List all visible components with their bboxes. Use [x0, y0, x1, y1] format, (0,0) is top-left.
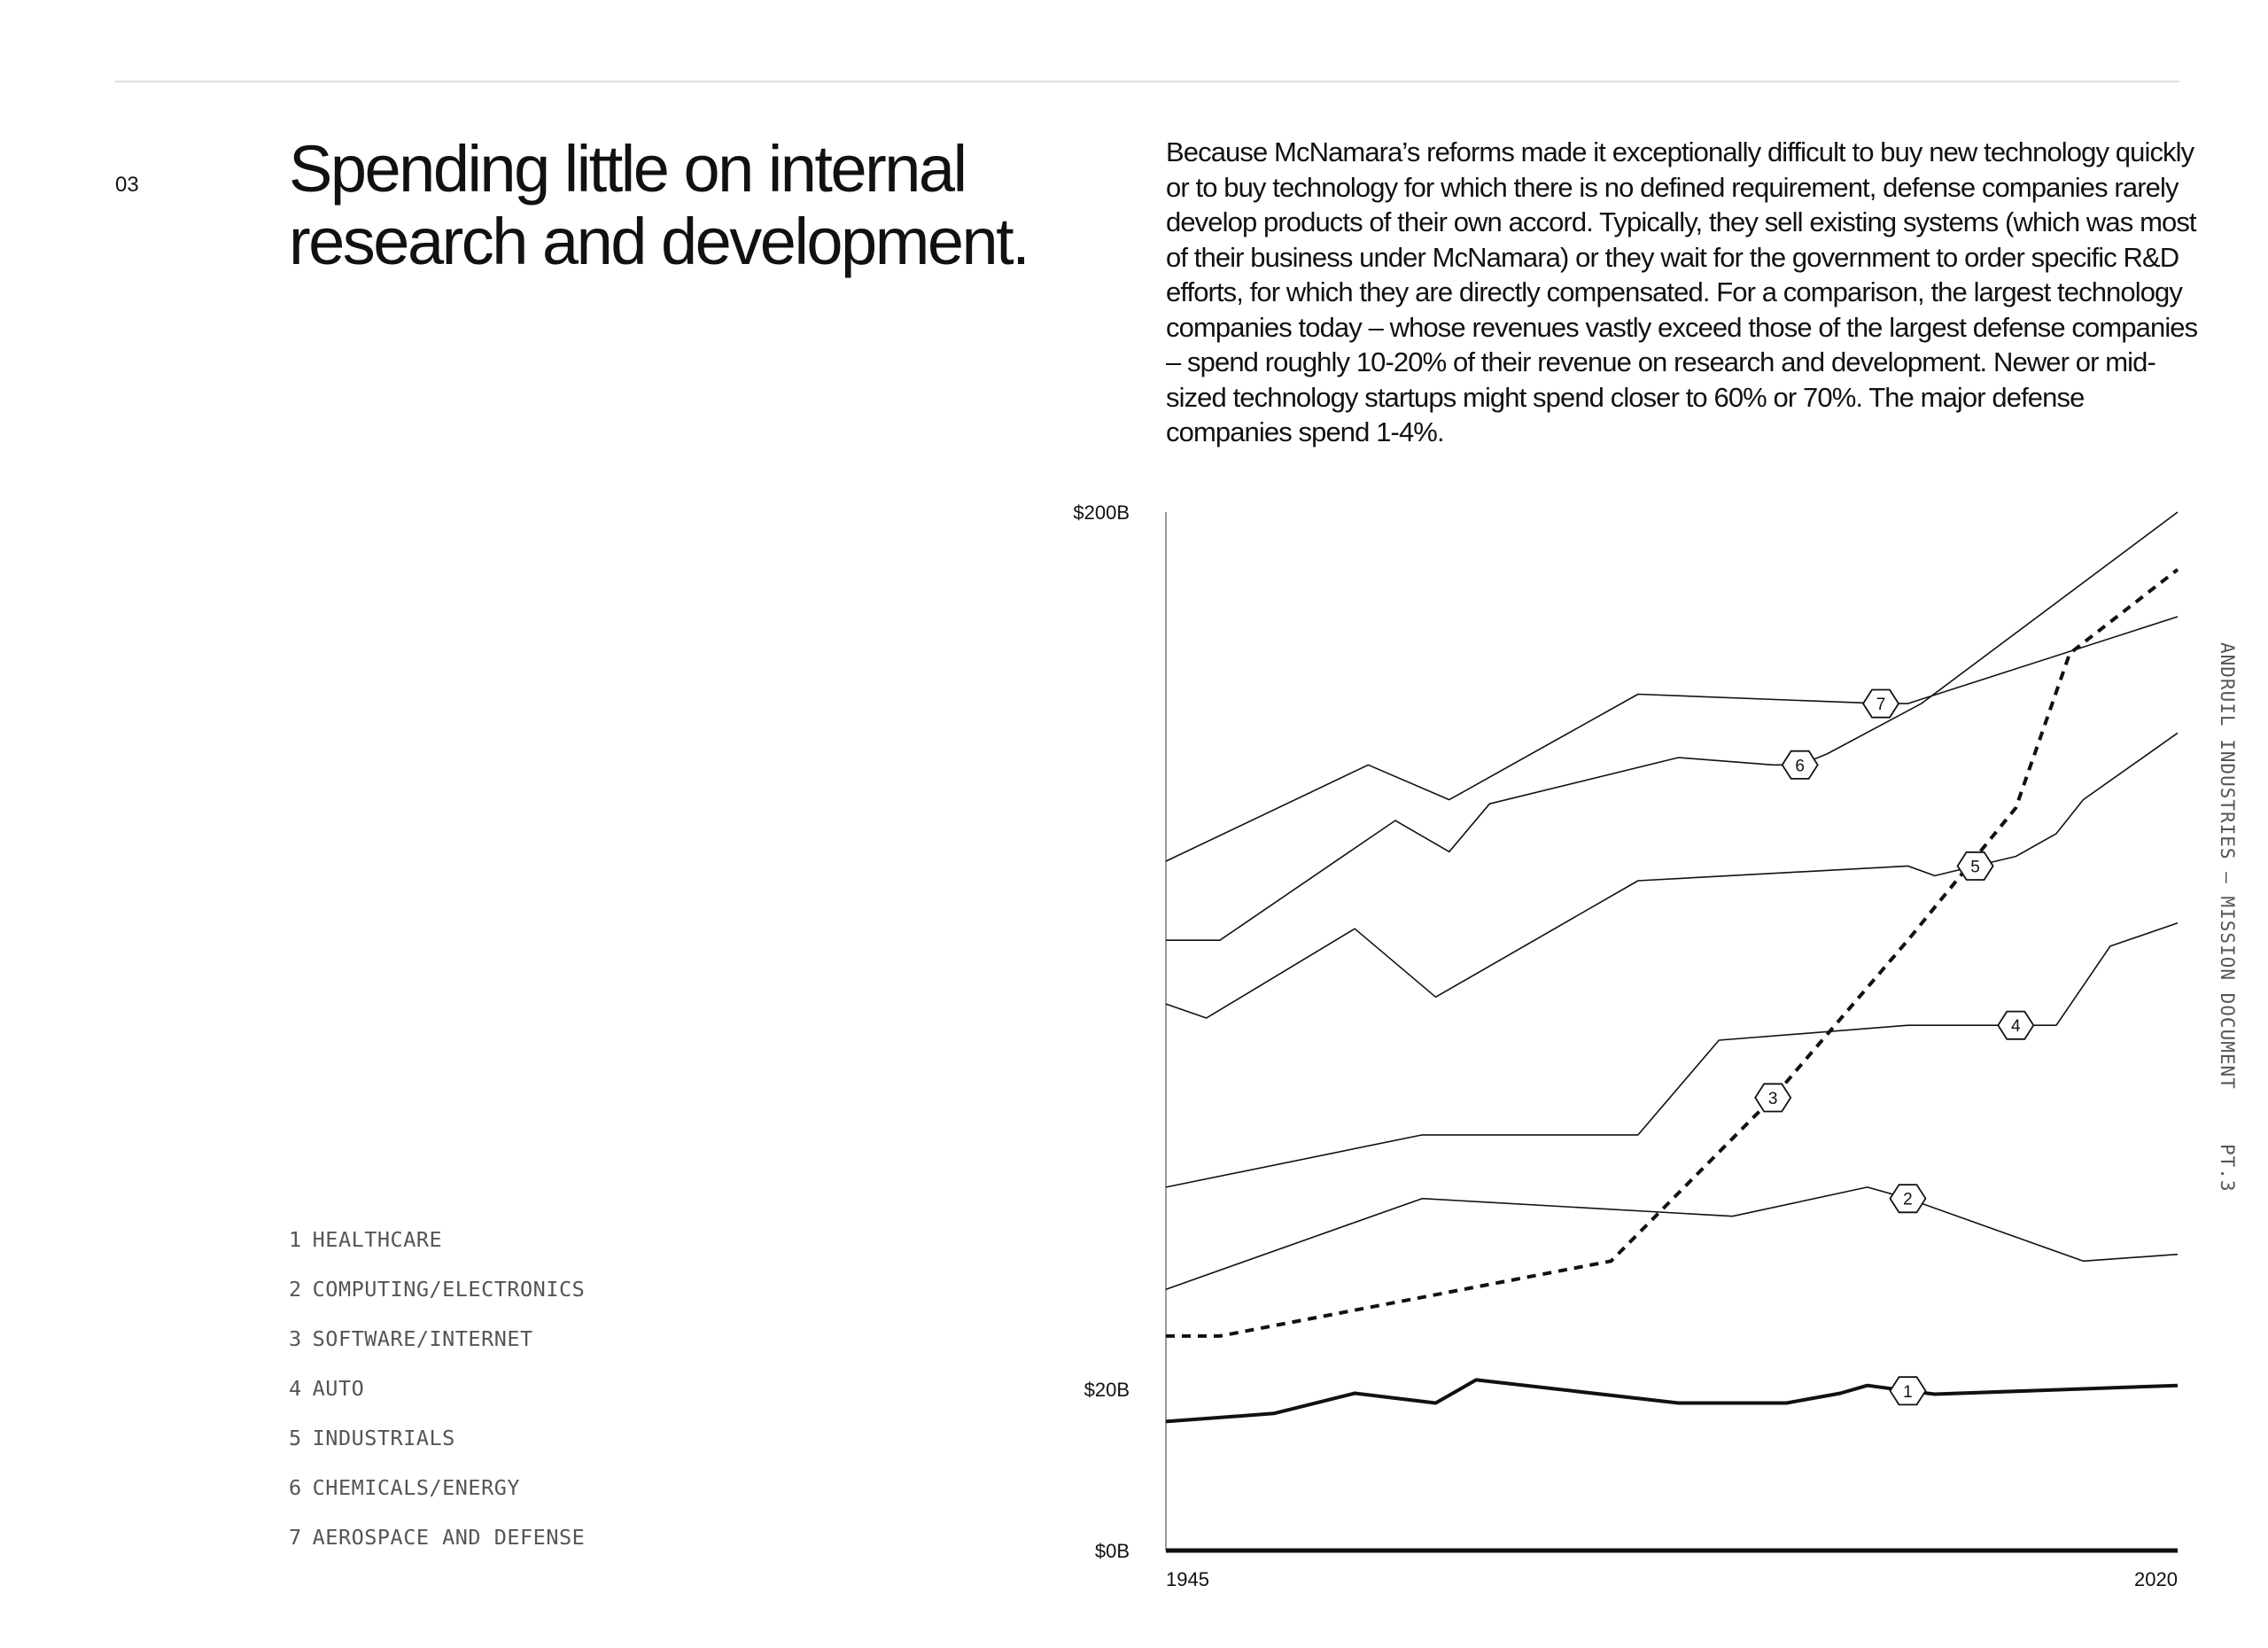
y-tick-label: $200B [1073, 501, 1130, 524]
series-line-7 [1165, 616, 2179, 862]
top-rule [115, 81, 2179, 82]
series-line-3 [1166, 568, 2179, 1338]
series-marker-label-6: 6 [1795, 757, 1805, 775]
series-marker-2 [1889, 1184, 1927, 1214]
series-line-2 [1165, 1186, 2179, 1290]
series-marker-3 [1754, 1083, 1792, 1113]
series-marker-label-3: 3 [1768, 1090, 1778, 1108]
side-label: ANDRUIL INDUSTRIES – MISSION DOCUMENT PT… [2217, 642, 2238, 1193]
legend-num: 1 [289, 1227, 302, 1252]
legend-label: AUTO [312, 1376, 365, 1401]
series-marker-label-4: 4 [2011, 1017, 2021, 1036]
side-label-part: PT.3 [2217, 1144, 2238, 1193]
legend-num: 5 [289, 1426, 302, 1450]
title-line-2: research and development. [289, 205, 1030, 278]
legend-num: 4 [289, 1376, 302, 1401]
series-marker-label-7: 7 [1876, 696, 1886, 714]
legend-num: 7 [289, 1525, 302, 1550]
series-line-1 [1165, 1378, 2179, 1424]
series-line-6 [1166, 511, 2179, 941]
series-line-4 [1165, 922, 2179, 1188]
legend-item-2: 2 COMPUTING/ELECTRONICS [289, 1277, 585, 1326]
series-marker-5 [1956, 851, 1994, 881]
series-marker-7 [1861, 688, 1900, 719]
series-line-5 [1165, 732, 2179, 1019]
legend-label: INDUSTRIALS [312, 1426, 455, 1450]
legend-item-4: 4 AUTO [289, 1376, 585, 1426]
legend-label: AEROSPACE AND DEFENSE [312, 1525, 586, 1550]
legend-item-3: 3 SOFTWARE/INTERNET [289, 1326, 585, 1376]
series-marker-1 [1889, 1376, 1927, 1406]
legend-num: 2 [289, 1277, 302, 1302]
series-marker-label-5: 5 [1970, 858, 1980, 876]
series-marker-label-1: 1 [1903, 1383, 1913, 1402]
body-paragraph: Because McNamara’s reforms made it excep… [1166, 136, 2198, 447]
title-line-1: Spending little on internal [289, 132, 967, 206]
series-marker-4 [1997, 1010, 2035, 1040]
legend-item-6: 6 CHEMICALS/ENERGY [289, 1475, 585, 1525]
series-marker-6 [1781, 750, 1819, 780]
x-tick-label-end: 2020 [2134, 1568, 2178, 1590]
y-tick-label: $20B [1084, 1379, 1130, 1401]
x-tick-label-start: 1945 [1166, 1568, 1209, 1590]
y-tick-label: $0B [1095, 1540, 1130, 1562]
legend-num: 6 [289, 1475, 302, 1500]
legend-num: 3 [289, 1326, 302, 1351]
legend-item-7: 7 AEROSPACE AND DEFENSE [289, 1525, 585, 1574]
legend-label: CHEMICALS/ENERGY [312, 1475, 521, 1500]
series-marker-label-2: 2 [1903, 1191, 1913, 1209]
page-title: Spending little on internal research and… [289, 133, 1086, 278]
legend-label: COMPUTING/ELECTRONICS [312, 1277, 586, 1302]
side-label-doc: ANDRUIL INDUSTRIES – MISSION DOCUMENT [2217, 642, 2238, 1090]
chart-legend: 1 HEALTHCARE 2 COMPUTING/ELECTRONICS 3 SOFT… [289, 1227, 585, 1574]
section-number: 03 [115, 173, 139, 197]
legend-item-1: 1 HEALTHCARE [289, 1227, 585, 1277]
legend-label: HEALTHCARE [312, 1227, 443, 1252]
legend-label: SOFTWARE/INTERNET [312, 1326, 533, 1351]
legend-item-5: 5 INDUSTRIALS [289, 1426, 585, 1475]
